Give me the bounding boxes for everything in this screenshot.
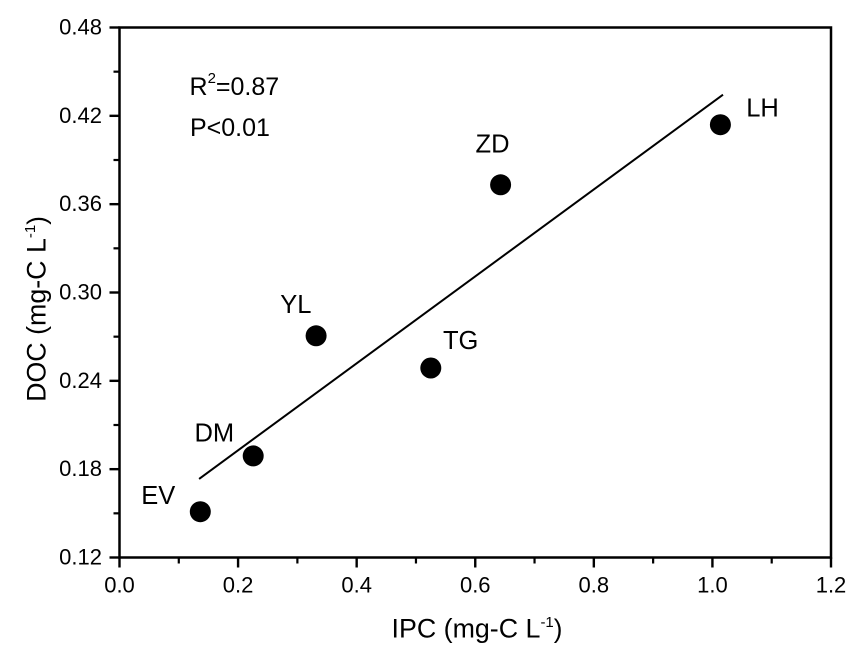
svg-text:YL: YL: [280, 291, 311, 319]
svg-text:0.4: 0.4: [341, 573, 372, 598]
svg-text:1.0: 1.0: [697, 573, 728, 598]
svg-text:0.12: 0.12: [59, 545, 102, 570]
svg-text:0.0: 0.0: [104, 573, 135, 598]
svg-text:1.2: 1.2: [816, 573, 847, 598]
svg-text:0.36: 0.36: [59, 191, 102, 216]
svg-text:P<0.01: P<0.01: [190, 114, 270, 142]
svg-text:0.24: 0.24: [59, 368, 102, 393]
svg-text:0.2: 0.2: [223, 573, 254, 598]
svg-text:0.8: 0.8: [579, 573, 610, 598]
svg-text:ZD: ZD: [476, 130, 510, 158]
svg-text:TG: TG: [443, 327, 478, 355]
svg-text:0.30: 0.30: [59, 280, 102, 305]
svg-text:0.42: 0.42: [59, 103, 102, 128]
svg-text:IPC (mg-C L-1): IPC (mg-C L-1): [392, 613, 563, 643]
svg-text:DM: DM: [194, 420, 234, 448]
svg-text:0.48: 0.48: [59, 15, 102, 40]
svg-text:0.6: 0.6: [460, 573, 491, 598]
svg-text:DOC (mg-C L-1): DOC (mg-C L-1): [22, 216, 52, 402]
svg-text:EV: EV: [141, 482, 175, 510]
svg-text:LH: LH: [746, 94, 779, 122]
svg-text:0.18: 0.18: [59, 456, 102, 481]
svg-text:R2=0.87: R2=0.87: [190, 70, 280, 101]
